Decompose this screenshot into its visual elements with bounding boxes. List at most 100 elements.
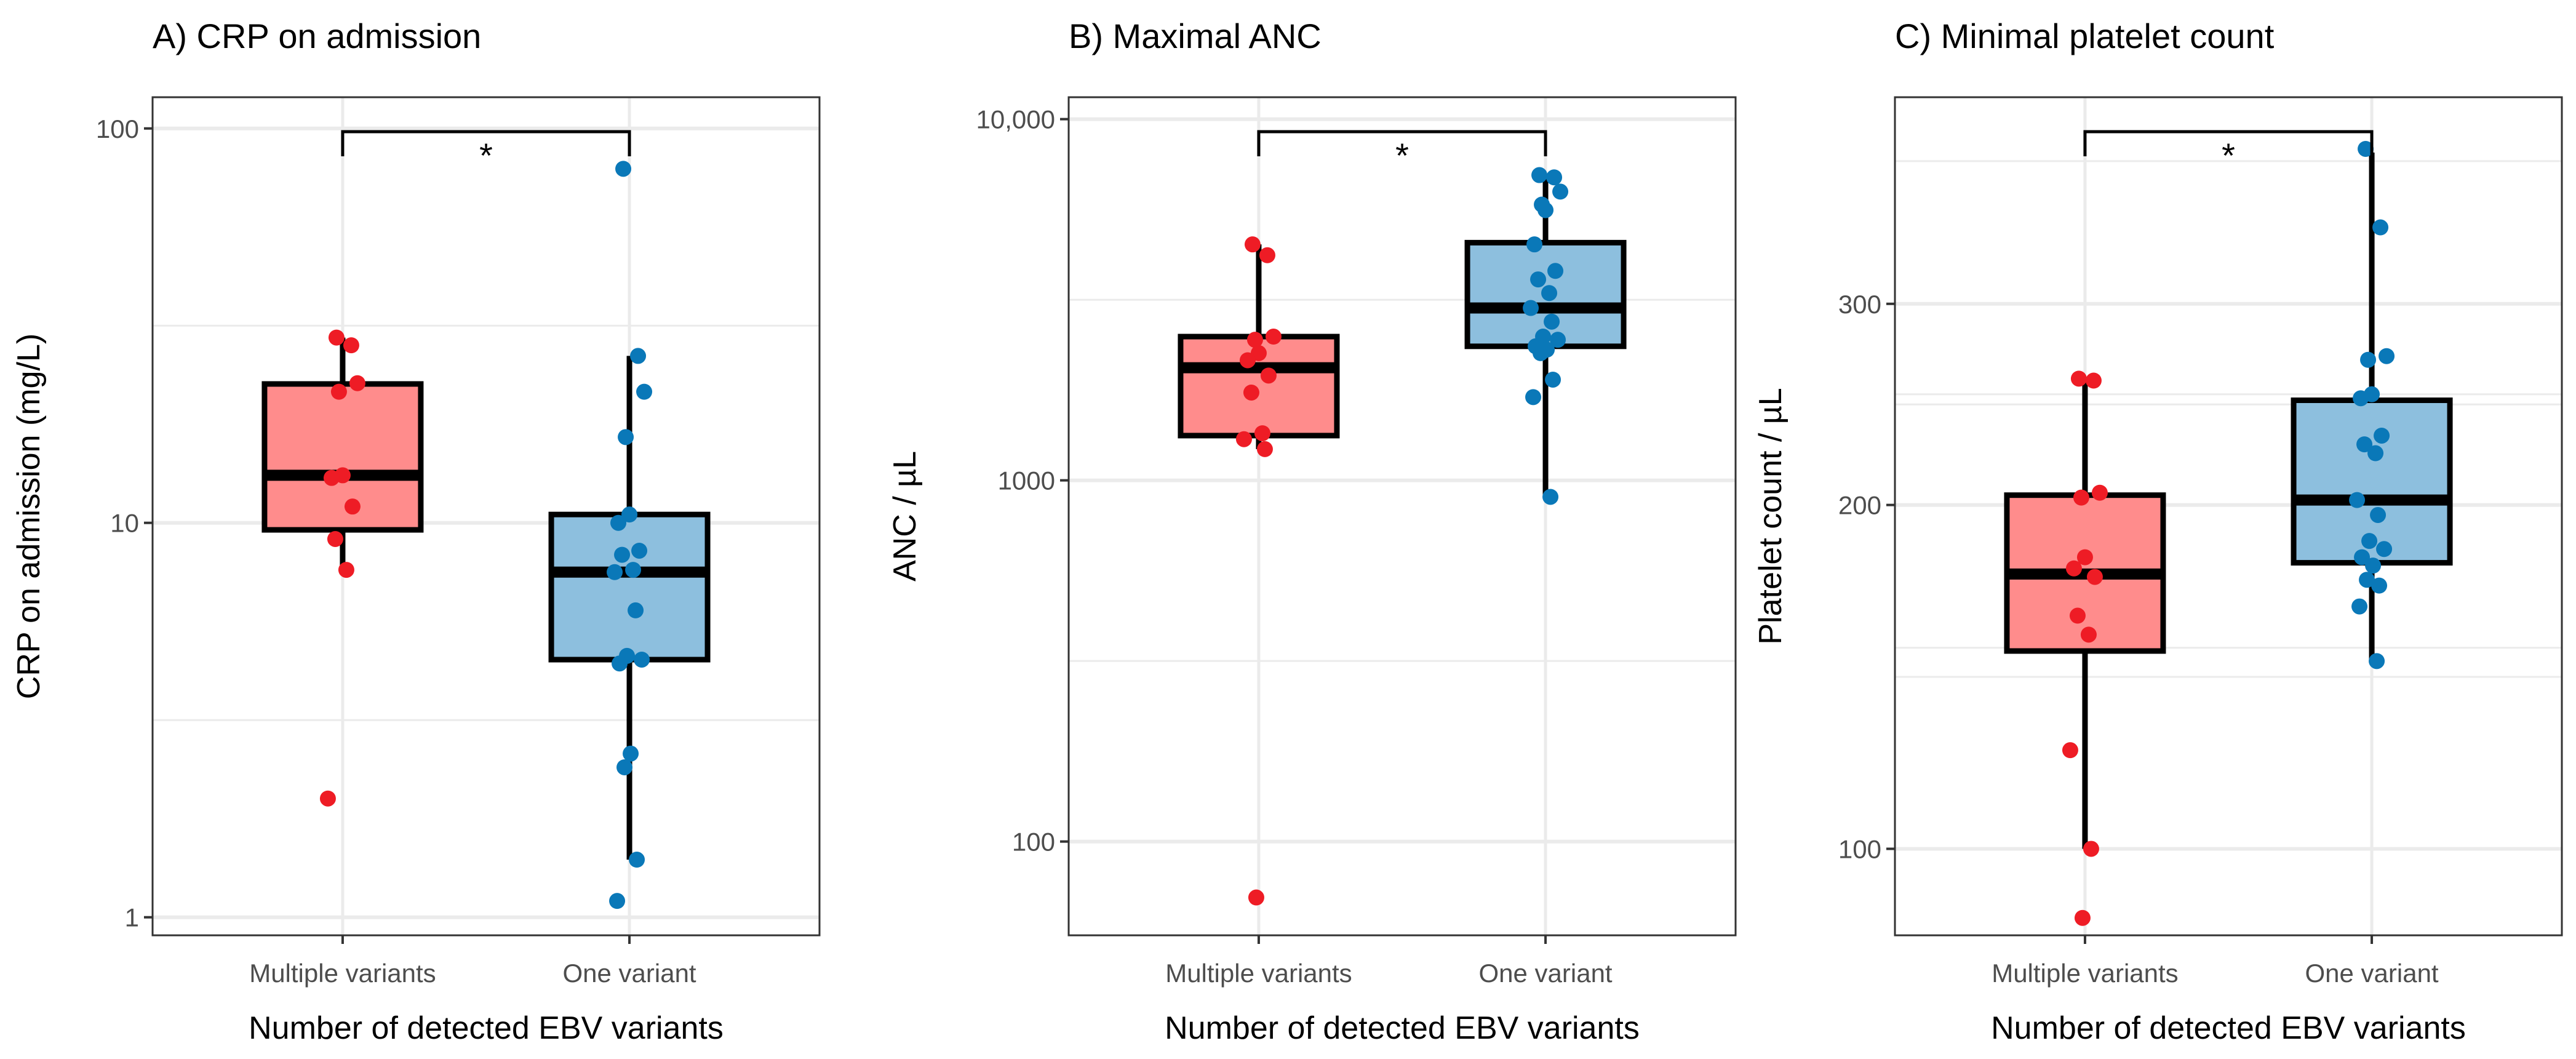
data-point	[1259, 247, 1275, 263]
data-point	[628, 602, 644, 618]
data-point	[621, 506, 638, 523]
data-point	[2361, 533, 2378, 549]
panel-b-marks: 100 1000 10,000 Multiple variants One varian…	[976, 97, 1736, 988]
data-point	[330, 383, 347, 400]
data-point	[1530, 271, 1547, 288]
y-tick-label: 1000	[998, 466, 1055, 495]
box-iqr	[261, 381, 424, 533]
significance-bracket	[2083, 130, 2374, 156]
data-point	[1537, 202, 1554, 218]
panel-c-title: C) Minimal platelet count	[1895, 17, 2275, 55]
data-point	[616, 759, 633, 775]
data-point	[2358, 140, 2374, 157]
y-tick-label: 10,000	[976, 105, 1055, 134]
panel-b-plot-border	[1067, 96, 1737, 937]
data-point	[2080, 626, 2097, 643]
data-point	[634, 651, 650, 668]
data-point	[328, 329, 345, 346]
data-point	[614, 546, 631, 563]
panel-b-plot-area	[1069, 97, 1736, 935]
data-point	[1531, 167, 1548, 183]
data-point	[2353, 390, 2369, 407]
data-point	[615, 161, 632, 177]
data-point	[1239, 352, 1256, 369]
data-point	[338, 562, 354, 578]
panel-b-y-axis-title: ANC / µL	[887, 451, 923, 581]
significance-label: *	[2222, 136, 2235, 175]
data-point	[2354, 549, 2371, 565]
data-point	[2356, 436, 2373, 453]
panel-c: C) Minimal platelet count 100 200 300 Multi…	[1753, 17, 2563, 1046]
data-point	[1526, 236, 1543, 253]
data-point	[2085, 372, 2102, 389]
data-point	[629, 852, 645, 868]
y-tick-label: 10	[110, 509, 139, 538]
y-tick-label: 1	[125, 903, 139, 932]
data-point	[1544, 313, 1560, 330]
data-point	[2069, 607, 2086, 624]
x-tick-label: One variant	[1478, 959, 1612, 988]
data-point	[2076, 549, 2093, 565]
data-point	[327, 530, 343, 547]
data-point	[2349, 492, 2366, 508]
data-point	[1545, 371, 1561, 388]
panel-a-title: A) CRP on admission	[153, 17, 481, 55]
data-point	[1552, 183, 1569, 200]
x-tick-label: One variant	[562, 959, 696, 988]
panel-a-y-axis-title: CRP on admission (mg/L)	[11, 334, 47, 699]
data-point	[610, 514, 627, 531]
data-point	[612, 655, 628, 672]
data-point	[1246, 332, 1263, 348]
data-point	[2369, 653, 2385, 669]
data-point	[1256, 441, 1273, 457]
data-point	[1542, 489, 1559, 505]
panel-c-y-axis-title: Platelet count / µL	[1753, 388, 1788, 644]
data-point	[2372, 219, 2389, 236]
data-point	[1550, 332, 1566, 348]
data-point	[1546, 169, 1563, 186]
data-point	[1547, 263, 1564, 279]
data-point	[2374, 427, 2390, 444]
data-point	[618, 429, 634, 446]
data-point	[2371, 577, 2388, 594]
data-point	[2062, 742, 2078, 759]
data-point	[609, 893, 626, 909]
data-point	[2367, 445, 2384, 462]
data-point	[1254, 425, 1270, 442]
data-point	[343, 337, 359, 354]
significance-label: *	[1395, 136, 1409, 175]
data-point	[2073, 489, 2089, 506]
data-point	[2091, 484, 2108, 501]
data-point	[2379, 348, 2395, 364]
data-point	[1235, 431, 1252, 447]
data-point	[319, 790, 336, 807]
y-tick-label: 100	[1838, 834, 1881, 863]
panel-b-title: B) Maximal ANC	[1069, 17, 1322, 55]
data-point	[2365, 557, 2382, 574]
data-point	[625, 562, 642, 578]
data-point	[607, 564, 623, 580]
data-point	[1523, 300, 1539, 316]
panel-a-marks: 1 10 100 Multiple variants One variant *	[96, 97, 819, 988]
x-tick-label: Multiple variants	[1992, 959, 2178, 988]
panel-c-marks: 100 200 300 Multiple variants One variant *	[1838, 97, 2562, 988]
y-tick-label: 100	[96, 114, 139, 143]
significance-bracket	[341, 130, 631, 156]
data-point	[323, 470, 340, 486]
y-tick-label: 100	[1012, 828, 1055, 857]
data-point	[1244, 236, 1261, 253]
data-point	[344, 498, 361, 515]
data-point	[631, 542, 648, 559]
data-point	[1260, 367, 1277, 384]
y-tick-label: 300	[1838, 290, 1881, 319]
data-point	[1248, 889, 1264, 906]
data-point	[2376, 541, 2393, 557]
data-point	[2359, 572, 2375, 588]
box-iqr	[548, 511, 711, 663]
significance-label: *	[479, 136, 493, 175]
data-point	[1243, 384, 1259, 401]
panel-a: A) CRP on admission 1 10 100 Multiple varia…	[11, 17, 821, 1046]
x-tick-label: One variant	[2305, 959, 2438, 988]
data-point	[349, 375, 365, 391]
data-point	[623, 745, 639, 762]
